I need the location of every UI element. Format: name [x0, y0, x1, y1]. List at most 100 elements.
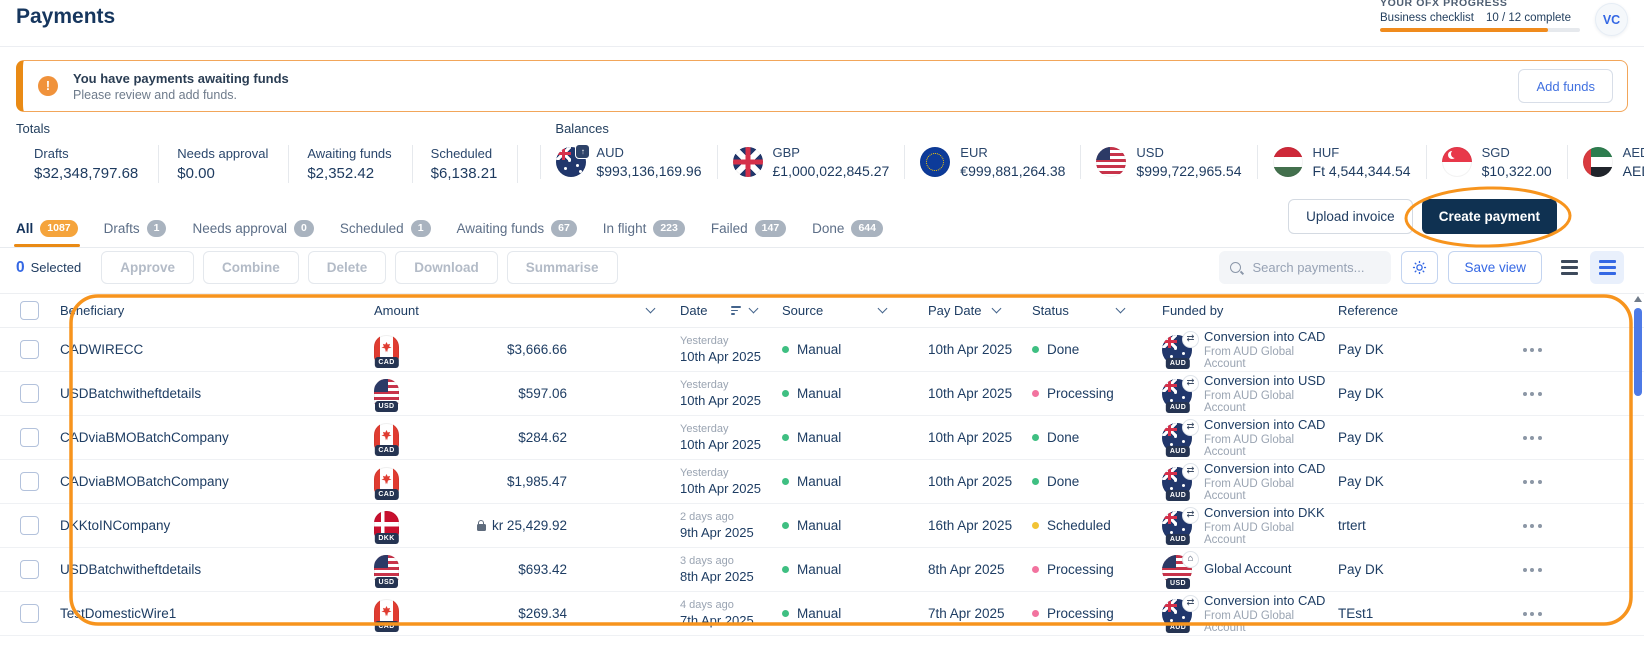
- avatar[interactable]: VC: [1595, 3, 1628, 36]
- row-actions-menu-icon[interactable]: [1522, 523, 1542, 528]
- status-dot-icon: [1032, 478, 1039, 485]
- row-checkbox[interactable]: [20, 472, 39, 491]
- row-checkbox[interactable]: [20, 560, 39, 579]
- amount-cell: USD $693.42: [374, 554, 670, 588]
- currency-flag-icon: [1272, 147, 1303, 177]
- balance-item[interactable]: SGD $10,322.00: [1425, 145, 1567, 179]
- tab-label: Drafts: [103, 221, 140, 236]
- table-row[interactable]: USDBatchwitheftdetails USD $693.42: [0, 548, 1644, 592]
- tab[interactable]: Failed 147: [711, 210, 787, 247]
- table-settings-button[interactable]: [1401, 251, 1439, 284]
- tab[interactable]: Needs approval 0: [192, 210, 314, 247]
- funding-type-icon: [1182, 462, 1199, 480]
- summary-section: Totals Drafts $32,348,797.68 Needs appro…: [16, 121, 1644, 201]
- funded-by-title: Conversion into CAD: [1204, 593, 1326, 608]
- source-cell: Manual: [774, 606, 920, 621]
- row-checkbox[interactable]: [20, 516, 39, 535]
- row-actions-menu-icon[interactable]: [1522, 567, 1542, 572]
- row-checkbox[interactable]: [20, 604, 39, 623]
- row-actions-menu-icon[interactable]: [1522, 479, 1542, 484]
- funding-currency-badge: AUD: [1165, 445, 1191, 457]
- tab-label: All: [16, 221, 34, 236]
- balance-currency-code: AUD: [596, 145, 624, 160]
- add-funds-button[interactable]: Add funds: [1518, 69, 1613, 103]
- column-header-source[interactable]: Source: [774, 303, 920, 318]
- tab[interactable]: All 1087: [14, 210, 80, 247]
- status-value: Done: [1047, 430, 1080, 445]
- search-input[interactable]: [1250, 259, 1381, 276]
- alert-subtitle: Please review and add funds.: [73, 87, 237, 102]
- column-header-status[interactable]: Status: [1028, 303, 1158, 318]
- table-row[interactable]: CADWIRECC CAD $3,666.66 Yester: [0, 328, 1644, 372]
- row-actions-menu-icon[interactable]: [1522, 435, 1542, 440]
- total-item-value: $32,348,797.68: [34, 165, 139, 182]
- row-actions-menu-icon[interactable]: [1522, 391, 1542, 396]
- balance-item[interactable]: EUR €999,881,264.38: [904, 145, 1080, 179]
- status-dot-icon: [1032, 522, 1039, 529]
- balance-item[interactable]: AUD $993,136,169.96: [540, 144, 716, 179]
- bulk-action-button[interactable]: Download: [395, 251, 498, 284]
- list-view-toggle[interactable]: [1552, 251, 1586, 284]
- tab[interactable]: In flight 223: [603, 210, 685, 247]
- save-view-button[interactable]: Save view: [1448, 251, 1542, 284]
- table-row[interactable]: TestDomesticWire1 CAD $269.34: [0, 592, 1644, 636]
- source-value: Manual: [797, 606, 842, 621]
- row-actions-menu-icon[interactable]: [1522, 347, 1542, 352]
- funding-type-icon: [1182, 550, 1199, 568]
- compact-view-toggle[interactable]: [1590, 251, 1624, 284]
- scroll-up-arrow-icon[interactable]: [1633, 296, 1642, 302]
- funded-by-cell: AUD Conversion into USD From AUD Global …: [1158, 373, 1336, 414]
- status-cell: Processing: [1028, 562, 1158, 577]
- bulk-action-bar: 0 Selected Approve Combine Delete Downloa…: [16, 251, 1628, 284]
- select-all-checkbox[interactable]: [20, 301, 39, 320]
- balance-item[interactable]: GBP £1,000,022,845.27: [716, 145, 905, 179]
- date-relative: 2 days ago: [680, 511, 734, 523]
- funded-by-subtitle: From AUD Global Account: [1204, 522, 1295, 546]
- table-row[interactable]: CADviaBMOBatchCompany CAD $284.62: [0, 416, 1644, 460]
- funding-currency-badge: AUD: [1165, 621, 1191, 633]
- column-header-date[interactable]: Date: [670, 303, 774, 318]
- source-value: Manual: [797, 474, 842, 489]
- tab[interactable]: Scheduled 1: [340, 210, 431, 247]
- table-row[interactable]: CADviaBMOBatchCompany CAD $1,985.47: [0, 460, 1644, 504]
- source-cell: Manual: [774, 430, 920, 445]
- tab[interactable]: Done 644: [812, 210, 883, 247]
- source-cell: Manual: [774, 342, 920, 357]
- date-value: 10th Apr 2025: [680, 437, 761, 452]
- tab[interactable]: Drafts 1: [104, 210, 167, 247]
- balance-value: £1,000,022,845.27: [772, 163, 890, 179]
- row-actions-menu-icon[interactable]: [1522, 611, 1542, 616]
- chevron-down-icon: [877, 303, 888, 314]
- tab[interactable]: Awaiting funds 67: [457, 210, 577, 247]
- tab-count-badge: 644: [851, 220, 883, 237]
- gear-icon: [1413, 260, 1427, 275]
- date-value: 10th Apr 2025: [680, 349, 761, 364]
- scrollbar-thumb[interactable]: [1633, 308, 1642, 396]
- column-header-amount[interactable]: Amount: [374, 303, 670, 318]
- upload-invoice-button[interactable]: Upload invoice: [1288, 199, 1413, 234]
- amount-value: $1,985.47: [506, 474, 567, 489]
- bulk-action-button[interactable]: Combine: [202, 251, 299, 284]
- currency-flag-icon: [1582, 147, 1613, 177]
- balance-item[interactable]: HUF Ft 4,544,344.54: [1256, 145, 1426, 179]
- reference-cell: trtert: [1338, 518, 1366, 533]
- total-item-label: Drafts: [34, 146, 69, 161]
- create-payment-button[interactable]: Create payment: [1421, 199, 1557, 234]
- totals-label: Totals: [16, 121, 50, 136]
- table-row[interactable]: USDBatchwitheftdetails USD $597.06: [0, 372, 1644, 416]
- row-checkbox[interactable]: [20, 428, 39, 447]
- search-box[interactable]: [1219, 251, 1392, 284]
- balance-item[interactable]: AED AED 11,101.00: [1566, 145, 1644, 179]
- row-checkbox[interactable]: [20, 384, 39, 403]
- progress-bar: [1380, 28, 1580, 32]
- row-checkbox[interactable]: [20, 340, 39, 359]
- table-scrollbar: [1632, 296, 1643, 628]
- bulk-action-button[interactable]: Summarise: [506, 251, 618, 284]
- funding-type-icon: [1182, 374, 1199, 392]
- table-row[interactable]: DKKtoINCompany DKK kr 25,429.92: [0, 504, 1644, 548]
- column-header-pay-date[interactable]: Pay Date: [920, 303, 1028, 318]
- balance-item[interactable]: USD $999,722,965.54: [1080, 145, 1256, 179]
- bulk-action-button[interactable]: Approve: [101, 251, 194, 284]
- bulk-action-button[interactable]: Delete: [307, 251, 387, 284]
- pay-date-cell: 16th Apr 2025: [928, 518, 1013, 533]
